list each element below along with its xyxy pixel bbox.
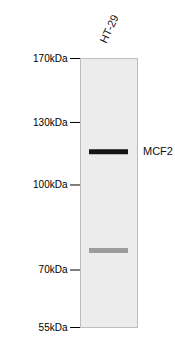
svg-text:HT-29: HT-29 xyxy=(97,13,121,45)
svg-text:70kDa: 70kDa xyxy=(39,264,68,275)
svg-text:MCF2: MCF2 xyxy=(143,145,173,157)
svg-text:55kDa: 55kDa xyxy=(39,322,68,333)
svg-text:130kDa: 130kDa xyxy=(33,117,68,128)
svg-text:100kDa: 100kDa xyxy=(33,179,68,190)
svg-text:170kDa: 170kDa xyxy=(33,53,68,64)
